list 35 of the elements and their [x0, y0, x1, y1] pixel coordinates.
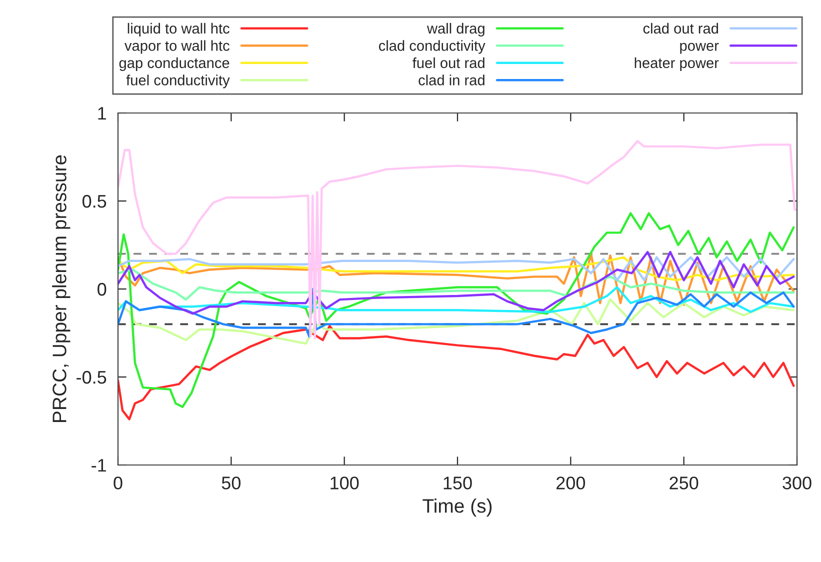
legend-label: heater power: [634, 57, 719, 72]
legend-label: clad out rad: [643, 22, 718, 34]
legend-label: fuel conductivity: [126, 74, 230, 88]
legend-label: clad conductivity: [378, 40, 486, 54]
legend-label: clad in rad: [418, 74, 484, 86]
line-series: [118, 256, 795, 282]
y-axis-title: PRCC, Upper plenum pressure: [52, 155, 70, 422]
y-tick-label: 1: [98, 107, 106, 120]
legend-label: wall drag: [426, 22, 484, 37]
x-tick-label: 200: [556, 476, 586, 490]
y-tick-label: 0: [98, 282, 106, 296]
legend-label: liquid to wall htc: [128, 22, 230, 37]
x-tick-label: 150: [444, 476, 472, 490]
x-axis-title: Time (s): [422, 498, 492, 517]
line-series: [118, 268, 795, 301]
x-tick-label: 100: [330, 476, 359, 490]
x-tick-label: 300: [782, 476, 812, 490]
line-series: [118, 286, 795, 313]
y-tick-label: -1: [92, 459, 106, 472]
y-tick-label: -0.5: [76, 370, 106, 384]
y-tick-label: 0.5: [82, 194, 106, 208]
legend-label: gap conductance: [119, 57, 230, 72]
x-tick-label: 250: [670, 476, 698, 490]
legend-label: fuel out rad: [412, 57, 484, 68]
line-series: [118, 250, 795, 315]
x-tick-label: 50: [222, 476, 241, 490]
line-series: [118, 212, 795, 408]
line-series: [118, 324, 795, 420]
legend-label: vapor to wall htc: [124, 40, 230, 54]
line-series: [118, 140, 797, 340]
line-series: [118, 288, 795, 338]
line-series: [118, 252, 795, 306]
legend-label: power: [680, 42, 719, 54]
line-series: [118, 298, 795, 345]
x-tick-label: 0: [114, 476, 122, 490]
